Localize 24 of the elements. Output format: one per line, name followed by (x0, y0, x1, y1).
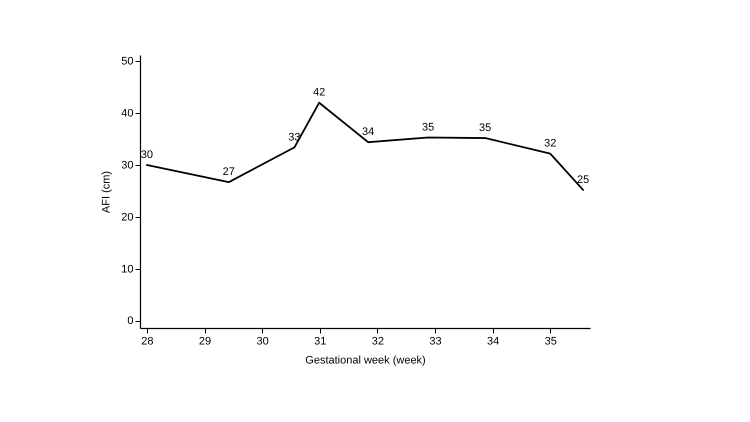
data-label: 30 (140, 149, 154, 162)
y-tick-label: 30 (121, 160, 134, 172)
x-tick-label: 28 (141, 336, 154, 348)
y-tick-label: 40 (121, 108, 134, 120)
y-tick-label: 50 (121, 56, 134, 68)
x-tick-label: 30 (256, 336, 269, 348)
x-tick-label: 34 (487, 336, 500, 348)
x-axis-title: Gestational week (week) (305, 354, 426, 366)
x-tick-label: 31 (314, 336, 326, 348)
y-tick-label: 20 (121, 211, 134, 224)
x-tick-label: 32 (372, 336, 384, 348)
x-tick-label: 33 (429, 336, 442, 348)
data-label: 34 (362, 126, 374, 138)
x-tick-label: 29 (198, 336, 212, 348)
data-label: 42 (313, 86, 326, 99)
y-axis-title: AFI (cm) (100, 170, 112, 214)
y-tick-label: 10 (121, 263, 134, 276)
y-tick-label: 0 (127, 315, 134, 328)
data-label: 35 (479, 122, 492, 134)
x-tick-label: 35 (544, 336, 557, 348)
data-label: 32 (544, 138, 556, 150)
data-label: 27 (222, 166, 235, 178)
data-label: 35 (422, 122, 434, 134)
data-label: 25 (576, 174, 590, 186)
